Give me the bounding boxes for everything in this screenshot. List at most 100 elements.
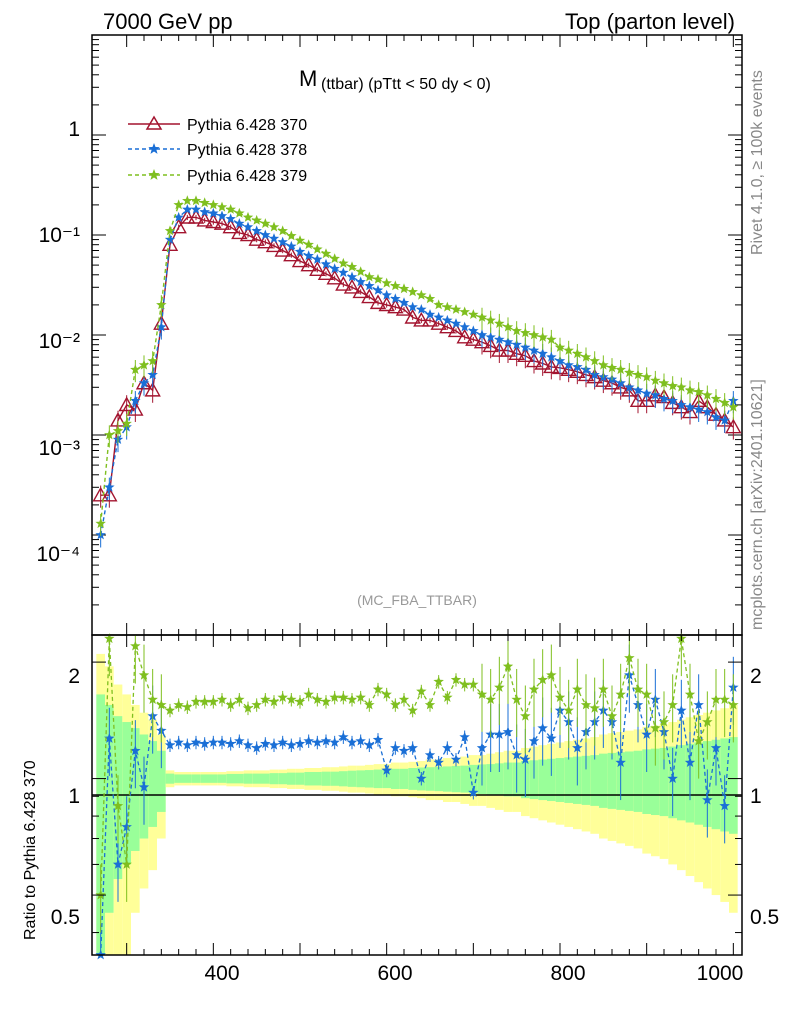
- data-point: [693, 386, 704, 397]
- data-point: [127, 401, 144, 416]
- data-point: [286, 240, 297, 251]
- data-point: [257, 233, 274, 249]
- uncertainty-band-green: [157, 750, 166, 812]
- data-point: [476, 311, 488, 322]
- uncertainty-band-green: [321, 771, 331, 786]
- data-point: [693, 404, 704, 414]
- data-point: [283, 246, 300, 262]
- ratio-data-point: [277, 692, 288, 702]
- uncertainty-band-green: [469, 764, 478, 794]
- data-point: [291, 252, 309, 268]
- uncertainty-band-green: [356, 770, 365, 788]
- data-point: [499, 342, 517, 357]
- uncertainty-band-green: [677, 745, 686, 821]
- ratio-data-point: [190, 736, 202, 747]
- ratio-data-point: [312, 736, 323, 747]
- data-point: [352, 283, 369, 299]
- ratio-data-point: [476, 742, 488, 753]
- data-point: [372, 273, 384, 284]
- ratio-data-point: [372, 683, 384, 694]
- data-point: [702, 389, 713, 400]
- data-point: [580, 351, 592, 362]
- data-point: [459, 306, 470, 317]
- data-point: [208, 199, 219, 210]
- ratio-y-tick-0.5-left: 0.5: [51, 906, 80, 929]
- data-point: [268, 221, 280, 232]
- ratio-data-point: [693, 699, 704, 710]
- data-point: [248, 231, 265, 246]
- ratio-data-point: [598, 683, 609, 694]
- ratio-data-point: [147, 694, 158, 704]
- data-point: [511, 339, 522, 350]
- ratio-data-point: [702, 716, 713, 727]
- legend-star-marker-378: [148, 143, 160, 154]
- ratio-data-point: [104, 732, 115, 743]
- data-point: [450, 318, 462, 329]
- ratio-data-point: [372, 734, 384, 745]
- data-point: [329, 263, 340, 274]
- data-point: [459, 321, 470, 332]
- uncertainty-band-green: [330, 771, 339, 786]
- data-point: [187, 208, 205, 224]
- ratio-y-tick-2-right: 2: [750, 665, 762, 688]
- data-point: [554, 355, 566, 366]
- ratio-data-point: [676, 704, 687, 715]
- uncertainty-band-green: [443, 766, 452, 792]
- data-point: [719, 414, 730, 425]
- data-point: [138, 377, 150, 388]
- data-point: [442, 301, 453, 312]
- uncertainty-band-green: [607, 752, 617, 809]
- uncertainty-band-green: [105, 704, 114, 913]
- ratio-data-point: [641, 688, 652, 699]
- data-point: [338, 267, 349, 278]
- y-tick-label-1e-3: 10⁻³: [39, 437, 80, 460]
- ratio-data-point: [450, 754, 462, 764]
- ratio-series-group: [95, 633, 739, 960]
- data-point: [494, 334, 505, 344]
- data-point: [294, 235, 306, 245]
- data-point: [528, 329, 540, 340]
- ratio-data-point: [156, 699, 167, 710]
- ratio-y-tick-1-left: 1: [68, 785, 80, 808]
- ratio-data-point: [511, 694, 522, 704]
- ratio-data-point: [554, 692, 566, 702]
- y-tick-label-1e-1: 10⁻¹: [39, 224, 80, 247]
- legend-triangle-marker: [145, 115, 163, 130]
- ratio-data-point: [268, 739, 280, 750]
- data-point: [161, 236, 179, 251]
- data-point: [416, 304, 427, 314]
- uncertainty-band-green: [391, 768, 400, 789]
- data-point: [407, 286, 418, 297]
- data-point: [234, 218, 245, 229]
- series-370: [92, 208, 742, 508]
- ratio-data-point: [468, 787, 479, 797]
- data-point: [294, 246, 306, 257]
- ratio-data-point: [572, 742, 583, 753]
- ratio-data-point: [121, 821, 132, 832]
- data-point: [381, 289, 392, 300]
- uncertainty-band-green: [538, 759, 547, 801]
- ratio-data-point: [719, 694, 730, 704]
- ratio-y-tick-1-right: 1: [750, 785, 762, 808]
- ratio-data-point: [433, 676, 444, 687]
- ratio-data-point: [390, 699, 401, 710]
- ratio-data-point: [234, 694, 245, 704]
- uncertainty-band-green: [235, 773, 244, 784]
- uncertainty-band-green: [295, 772, 305, 785]
- ratio-data-point: [130, 745, 141, 756]
- data-point: [173, 211, 184, 222]
- ratio-data-point: [112, 800, 124, 811]
- legend-entry-379: Pythia 6.428 379: [128, 168, 307, 185]
- data-point: [615, 377, 626, 388]
- data-point: [225, 204, 236, 214]
- data-point: [277, 236, 288, 247]
- data-point: [390, 293, 401, 304]
- ratio-data-point: [355, 735, 366, 746]
- uncertainty-band-green: [694, 742, 703, 825]
- ratio-data-point: [624, 652, 635, 663]
- ratio-data-point: [130, 640, 141, 651]
- series-line: [100, 216, 734, 496]
- data-point: [416, 289, 427, 300]
- data-point: [156, 299, 167, 310]
- ratio-data-point: [615, 688, 626, 699]
